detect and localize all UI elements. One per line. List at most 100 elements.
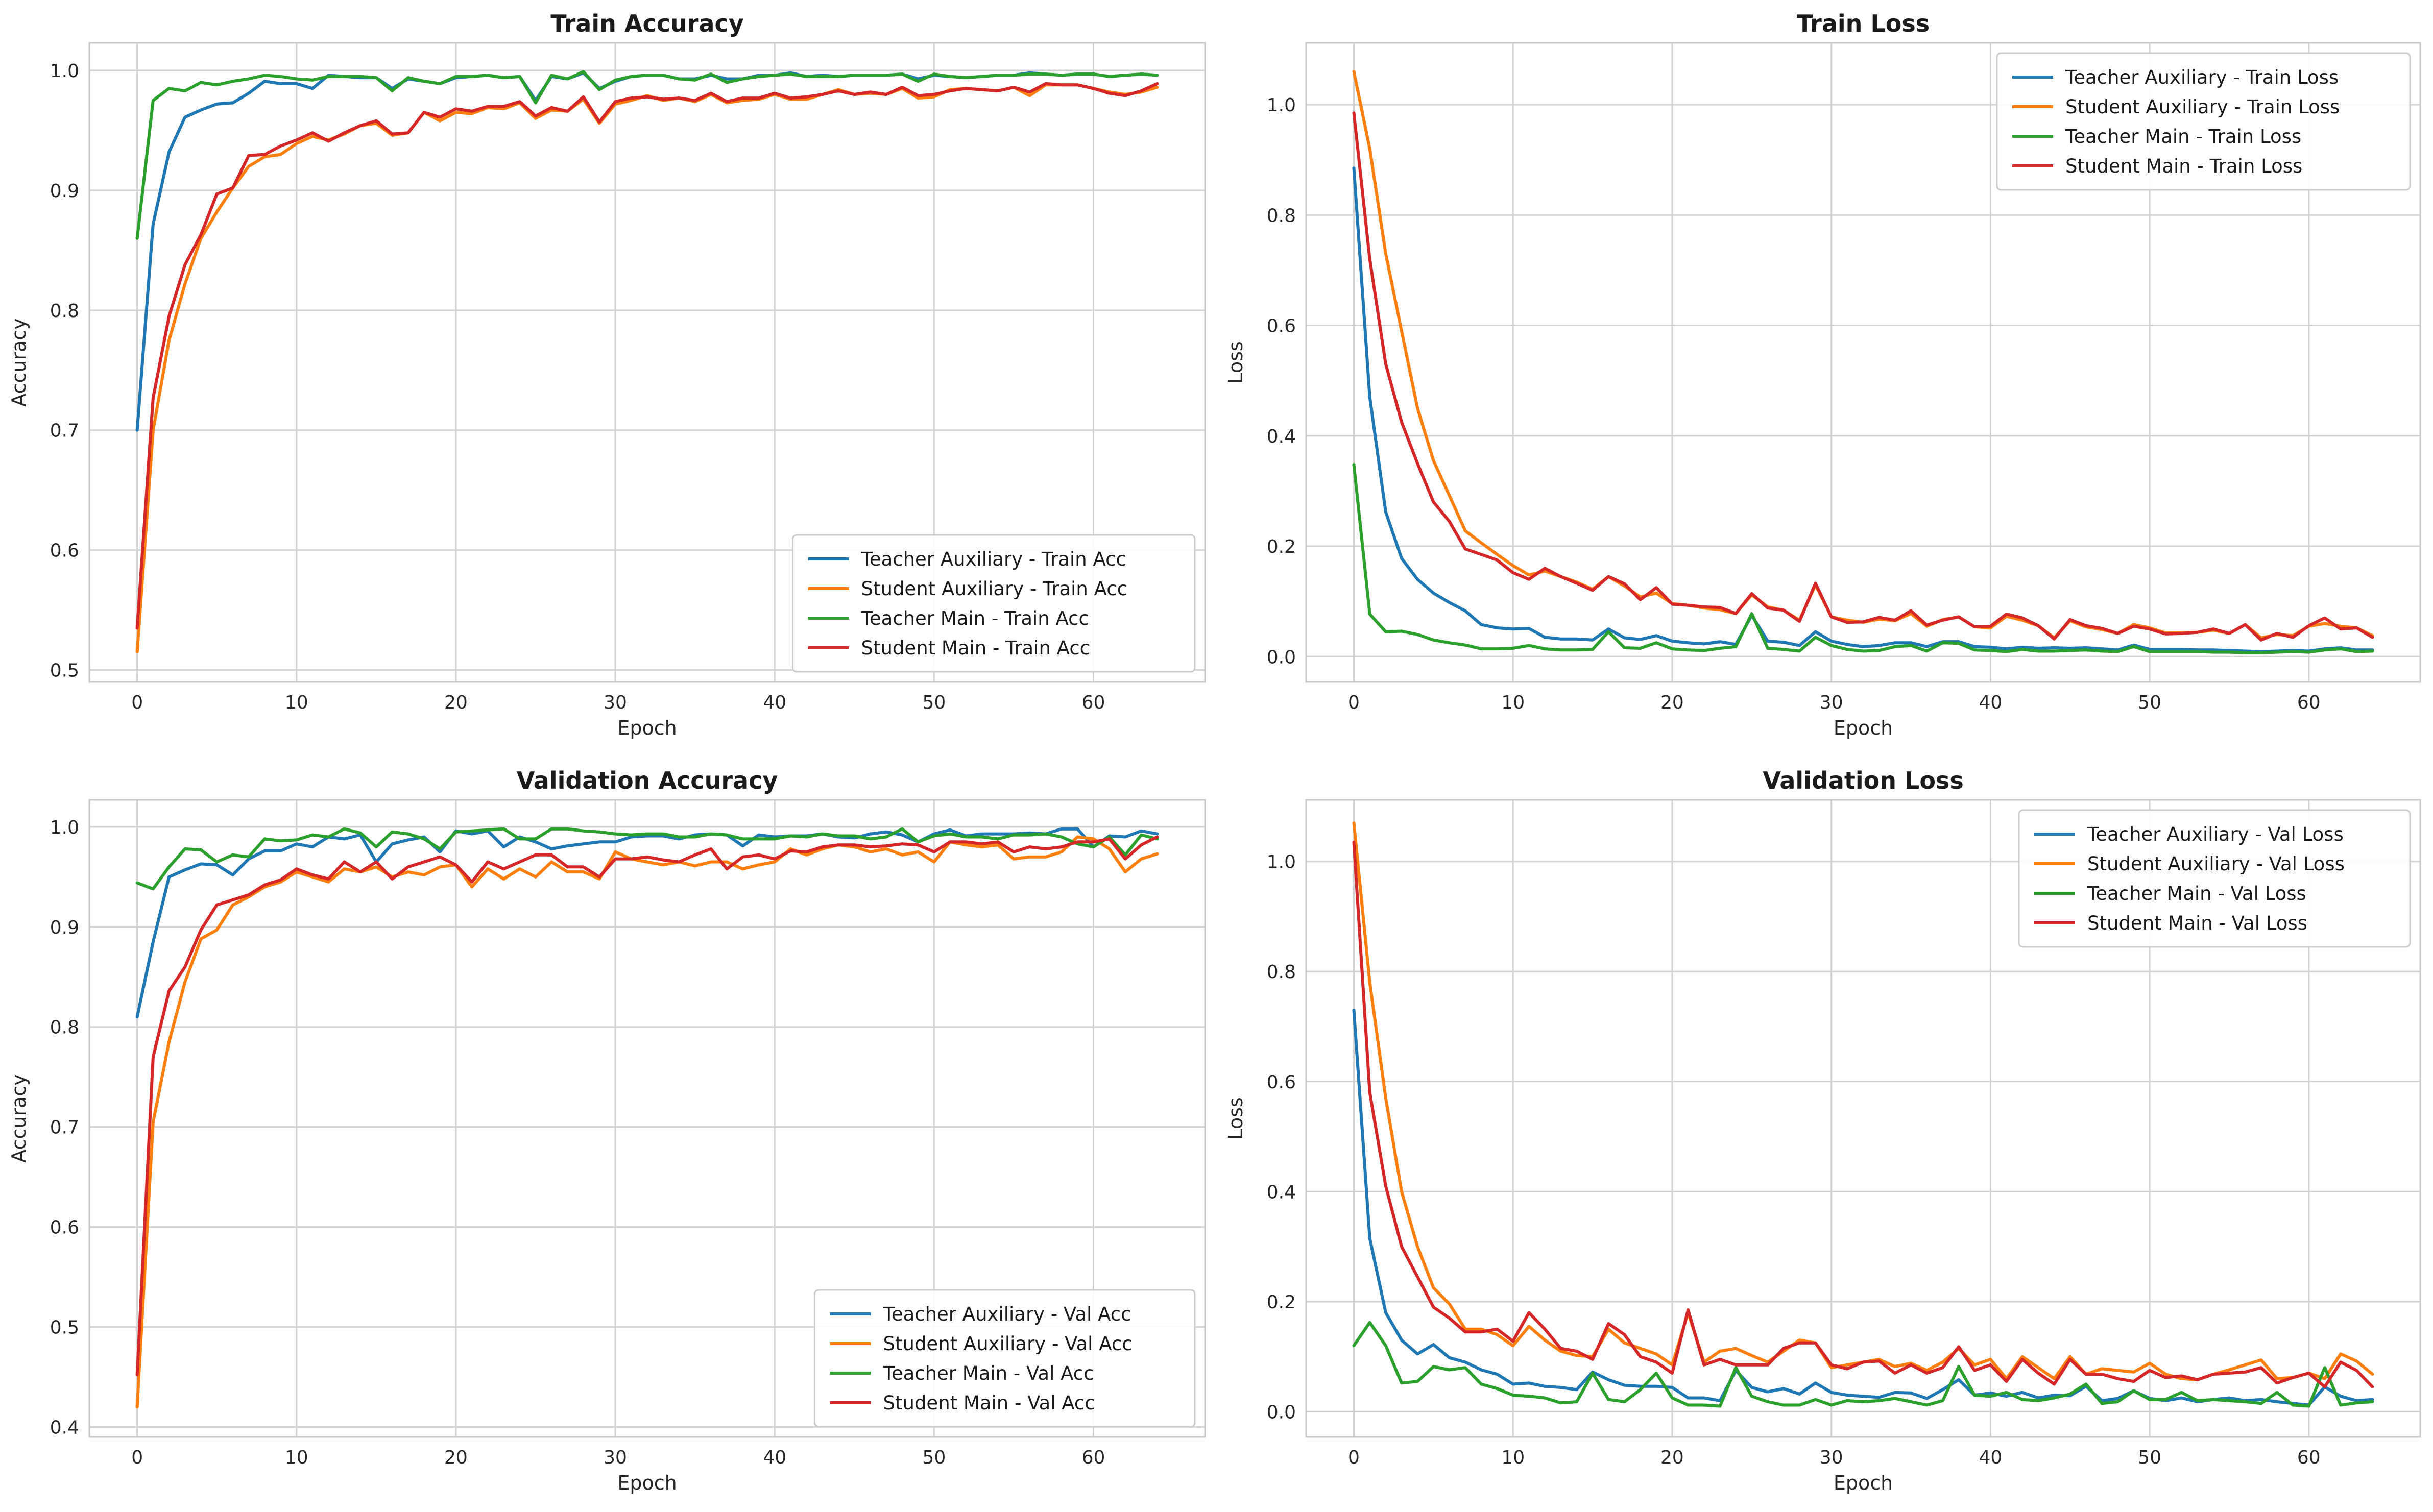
- legend: Teacher Auxiliary - Val Acc Student Auxil…: [814, 1289, 1196, 1428]
- y-tick-label: 0.7: [50, 1117, 79, 1138]
- y-axis-label: Accuracy: [8, 318, 30, 407]
- y-tick-label: 0.8: [50, 301, 79, 322]
- legend-entry: Teacher Auxiliary - Val Acc: [883, 1303, 1131, 1325]
- x-tick-label: 20: [1660, 1447, 1684, 1468]
- train-accuracy-chart: 0 10 20 30 40 50 60 0.5 0.6 0.7 0.8 0.9 1.0 Train Acc…: [8, 10, 1206, 739]
- chart-title: Validation Accuracy: [517, 767, 778, 794]
- series-line-0: [1352, 1008, 2374, 1407]
- y-axis-label: Loss: [1224, 1097, 1247, 1139]
- x-tick-label: 10: [285, 1447, 308, 1468]
- series-line-3: [135, 82, 1159, 630]
- x-tick-label: 0: [1348, 1447, 1360, 1468]
- y-tick-label: 1.0: [50, 61, 79, 82]
- series-line-2: [1352, 463, 2374, 654]
- y-tick-label: 0.6: [1267, 1072, 1296, 1093]
- y-tick-label: 0.2: [1267, 536, 1296, 557]
- chart-title: Validation Loss: [1763, 767, 1963, 794]
- chart-title: Train Accuracy: [550, 10, 743, 37]
- chart-title: Train Loss: [1797, 10, 1930, 37]
- x-tick-label: 20: [444, 692, 468, 713]
- legend-box: [2018, 809, 2411, 948]
- x-axis-label: Epoch: [617, 717, 677, 739]
- y-tick-label: 0.6: [50, 541, 79, 562]
- legend-entry: Student Main - Train Acc: [861, 637, 1091, 659]
- x-tick-label: 30: [604, 1447, 627, 1468]
- plot-frame: [88, 799, 1206, 1438]
- legend-box: [792, 534, 1196, 673]
- legend-entry: Student Auxiliary - Train Acc: [861, 578, 1127, 600]
- legend-entry: Teacher Auxiliary - Train Acc: [861, 548, 1126, 570]
- validation-loss-chart: 0 10 20 30 40 50 60 0.0 0.2 0.4 0.6 0.8 1.0 Validatio…: [1224, 767, 2421, 1494]
- x-tick-label: 60: [2297, 1447, 2321, 1468]
- series-line-1: [135, 835, 1159, 1409]
- y-tick-label: 0.6: [50, 1217, 79, 1238]
- x-tick-label: 0: [1348, 692, 1360, 713]
- y-tick-label: 1.0: [1267, 852, 1296, 873]
- x-tick-label: 60: [1082, 1447, 1105, 1468]
- x-tick-label: 20: [444, 1447, 468, 1468]
- x-axis-label: Epoch: [1834, 717, 1893, 739]
- series-line-2: [135, 70, 1159, 240]
- y-tick-label: 0.5: [50, 1317, 79, 1338]
- legend-entry: Teacher Auxiliary - Train Loss: [2065, 66, 2339, 88]
- legend-entry: Teacher Auxiliary - Val Loss: [2087, 823, 2344, 845]
- x-tick-label: 60: [1082, 692, 1105, 713]
- legend-box: [1996, 52, 2411, 191]
- legend-entry: Student Main - Train Loss: [2065, 155, 2302, 177]
- y-tick-label: 0.0: [1267, 1402, 1296, 1423]
- y-tick-label: 0.4: [1267, 426, 1296, 447]
- series-line-3: [135, 835, 1159, 1377]
- legend-entry: Teacher Main - Train Loss: [2065, 126, 2301, 148]
- legend-entry: Teacher Main - Train Acc: [861, 607, 1089, 629]
- x-tick-label: 10: [1501, 1447, 1525, 1468]
- legend: Teacher Auxiliary - Val Loss Student Auxi…: [2018, 809, 2411, 948]
- x-tick-label: 30: [604, 692, 627, 713]
- x-tick-label: 40: [763, 692, 786, 713]
- y-tick-label: 0.8: [50, 1017, 79, 1038]
- series-line-3: [1352, 841, 2374, 1388]
- legend: Teacher Auxiliary - Train Acc Student Aux…: [792, 534, 1196, 673]
- y-tick-label: 0.9: [50, 181, 79, 202]
- y-axis-label: Loss: [1224, 341, 1247, 383]
- y-tick-label: 0.7: [50, 421, 79, 442]
- y-tick-label: 0.0: [1267, 647, 1296, 668]
- legend-entry: Student Auxiliary - Train Loss: [2065, 96, 2340, 118]
- plot-frame: [88, 42, 1206, 683]
- train-loss-chart: 0 10 20 30 40 50 60 0.0 0.2 0.4 0.6 0.8 1.0 Train Los…: [1224, 10, 2421, 739]
- x-tick-label: 40: [1979, 1447, 2002, 1468]
- series-line-0: [135, 827, 1159, 1019]
- x-tick-label: 50: [922, 692, 946, 713]
- legend-entry: Student Auxiliary - Val Acc: [883, 1333, 1133, 1355]
- legend-entry: Student Main - Val Loss: [2087, 912, 2307, 934]
- x-tick-label: 20: [1660, 692, 1684, 713]
- y-tick-label: 0.6: [1267, 316, 1296, 337]
- legend-entry: Teacher Main - Val Loss: [2087, 883, 2306, 905]
- plot-frame: [1305, 799, 2421, 1438]
- y-tick-label: 0.8: [1267, 205, 1296, 226]
- series-line-2: [135, 827, 1159, 891]
- series-line-0: [1352, 166, 2374, 653]
- legend-box: [814, 1289, 1196, 1428]
- x-tick-label: 50: [2138, 692, 2161, 713]
- y-tick-label: 1.0: [1267, 95, 1296, 116]
- y-tick-label: 0.9: [50, 917, 79, 938]
- x-tick-label: 10: [1501, 692, 1525, 713]
- x-tick-label: 0: [131, 692, 143, 713]
- x-tick-label: 40: [763, 1447, 786, 1468]
- series-line-2: [1352, 1321, 2374, 1408]
- x-axis-label: Epoch: [1834, 1472, 1893, 1494]
- legend-entry: Student Auxiliary - Val Loss: [2087, 853, 2345, 875]
- y-tick-label: 0.5: [50, 661, 79, 681]
- x-tick-label: 60: [2297, 692, 2321, 713]
- legend-entry: Teacher Main - Val Acc: [883, 1362, 1094, 1384]
- y-tick-label: 0.4: [1267, 1182, 1296, 1203]
- x-tick-label: 30: [1820, 692, 1843, 713]
- x-tick-label: 50: [2138, 1447, 2161, 1468]
- y-axis-label: Accuracy: [8, 1074, 30, 1163]
- y-tick-label: 0.2: [1267, 1292, 1296, 1313]
- plot-frame: [1305, 42, 2421, 683]
- x-tick-label: 30: [1820, 1447, 1843, 1468]
- x-tick-label: 0: [131, 1447, 143, 1468]
- series-line-0: [135, 71, 1159, 432]
